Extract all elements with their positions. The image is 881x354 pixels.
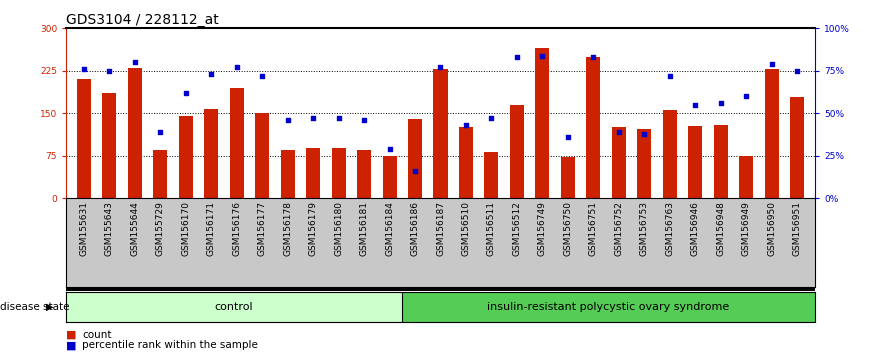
Bar: [408, 119, 422, 198]
Point: [331, 115, 345, 121]
Bar: [611, 127, 626, 198]
Text: GSM156948: GSM156948: [716, 201, 725, 256]
Point: [510, 55, 524, 60]
Bar: [102, 93, 116, 198]
Bar: [587, 57, 600, 198]
Point: [77, 66, 91, 72]
Text: GSM156753: GSM156753: [640, 201, 648, 256]
Text: GSM156180: GSM156180: [334, 201, 343, 256]
Text: disease state: disease state: [0, 302, 70, 312]
Bar: [306, 148, 320, 198]
Text: GSM156949: GSM156949: [742, 201, 751, 256]
Point: [790, 68, 804, 74]
Point: [408, 168, 422, 174]
Text: GSM156178: GSM156178: [283, 201, 292, 256]
Point: [153, 129, 167, 135]
Point: [357, 117, 371, 123]
Point: [714, 100, 728, 106]
Point: [306, 115, 320, 121]
Bar: [663, 110, 677, 198]
Text: GSM156512: GSM156512: [513, 201, 522, 256]
Text: control: control: [215, 302, 253, 312]
Point: [561, 134, 575, 140]
Bar: [637, 129, 651, 198]
Bar: [128, 68, 142, 198]
Text: GSM156950: GSM156950: [767, 201, 776, 256]
Point: [255, 73, 270, 79]
Text: GSM156176: GSM156176: [233, 201, 241, 256]
Text: GSM156510: GSM156510: [462, 201, 470, 256]
Bar: [433, 69, 448, 198]
Text: GSM156171: GSM156171: [207, 201, 216, 256]
Text: insulin-resistant polycystic ovary syndrome: insulin-resistant polycystic ovary syndr…: [487, 302, 729, 312]
Point: [459, 122, 473, 128]
Bar: [331, 148, 345, 198]
Bar: [459, 127, 473, 198]
Point: [688, 102, 702, 108]
Text: GSM156763: GSM156763: [665, 201, 674, 256]
Bar: [714, 125, 728, 198]
Bar: [561, 158, 575, 198]
Point: [485, 115, 499, 121]
Point: [382, 146, 396, 152]
Point: [128, 59, 142, 65]
Bar: [255, 113, 270, 198]
Text: count: count: [82, 330, 111, 339]
Bar: [382, 156, 396, 198]
Bar: [739, 156, 753, 198]
Point: [611, 129, 626, 135]
Text: GSM155729: GSM155729: [156, 201, 165, 256]
Bar: [153, 150, 167, 198]
Text: GSM156186: GSM156186: [411, 201, 419, 256]
Text: GDS3104 / 228112_at: GDS3104 / 228112_at: [66, 13, 218, 27]
Point: [586, 55, 600, 60]
Text: GSM156511: GSM156511: [487, 201, 496, 256]
Bar: [790, 97, 804, 198]
Point: [536, 53, 550, 58]
Text: GSM155631: GSM155631: [79, 201, 88, 256]
Text: GSM155644: GSM155644: [130, 201, 139, 256]
Bar: [66, 292, 402, 322]
Bar: [688, 126, 702, 198]
Text: GSM156951: GSM156951: [793, 201, 802, 256]
Text: GSM155643: GSM155643: [105, 201, 114, 256]
Text: GSM156179: GSM156179: [308, 201, 318, 256]
Bar: [402, 292, 815, 322]
Point: [433, 64, 448, 70]
Text: GSM156181: GSM156181: [359, 201, 368, 256]
Point: [663, 73, 677, 79]
Text: GSM156749: GSM156749: [538, 201, 547, 256]
Text: ■: ■: [66, 330, 77, 339]
Text: GSM156751: GSM156751: [589, 201, 598, 256]
Text: GSM156752: GSM156752: [614, 201, 623, 256]
Bar: [536, 48, 550, 198]
Bar: [179, 116, 193, 198]
Point: [204, 72, 218, 77]
Bar: [765, 69, 779, 198]
Text: ■: ■: [66, 340, 77, 350]
Text: ▶: ▶: [46, 302, 54, 312]
Bar: [485, 152, 499, 198]
Text: GSM156750: GSM156750: [563, 201, 573, 256]
Text: GSM156187: GSM156187: [436, 201, 445, 256]
Point: [179, 90, 193, 96]
Point: [230, 64, 244, 70]
Text: GSM156170: GSM156170: [181, 201, 190, 256]
Text: GSM156946: GSM156946: [691, 201, 700, 256]
Point: [281, 117, 295, 123]
Text: percentile rank within the sample: percentile rank within the sample: [82, 340, 258, 350]
Bar: [77, 79, 91, 198]
Bar: [230, 88, 244, 198]
Bar: [357, 150, 371, 198]
Point: [765, 61, 779, 67]
Text: GSM156184: GSM156184: [385, 201, 394, 256]
Point: [739, 93, 753, 99]
Bar: [281, 150, 294, 198]
Bar: [204, 109, 218, 198]
Point: [102, 68, 116, 74]
Point: [637, 131, 651, 137]
Bar: [510, 105, 524, 198]
Text: GSM156177: GSM156177: [258, 201, 267, 256]
